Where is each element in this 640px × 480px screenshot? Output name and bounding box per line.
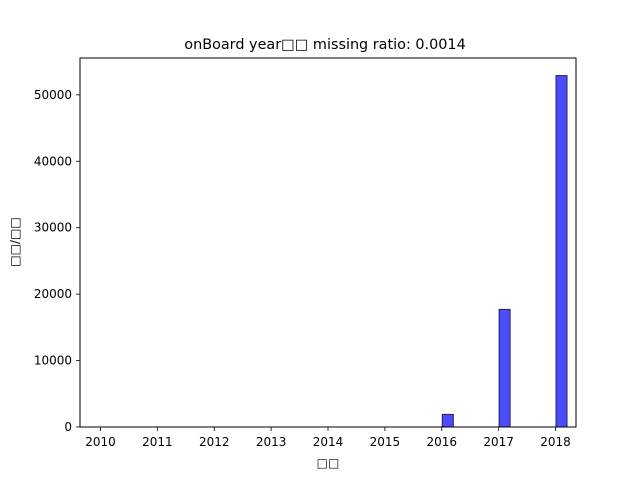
- x-tick-label: 2014: [313, 435, 344, 449]
- x-tick-label: 2012: [199, 435, 230, 449]
- y-tick-label: 30000: [34, 221, 72, 235]
- y-tick-label: 50000: [34, 88, 72, 102]
- x-tick-label: 2016: [426, 435, 457, 449]
- bar-2016: [441, 413, 454, 428]
- y-tick-label: 10000: [34, 354, 72, 368]
- bar-2018: [555, 75, 568, 428]
- x-axis: 2010 2011 2012 2013 2014 2015 2016 2017 2018: [85, 427, 571, 449]
- bars: [441, 75, 568, 428]
- y-tick-label: 40000: [34, 154, 72, 168]
- y-tick-label: 0: [64, 420, 72, 434]
- x-tick-label: 2015: [370, 435, 401, 449]
- x-tick-label: 2018: [540, 435, 571, 449]
- x-tick-label: 2013: [256, 435, 287, 449]
- x-tick-label: 2011: [142, 435, 173, 449]
- x-axis-label: □□: [317, 456, 340, 470]
- bar-2017: [498, 308, 511, 428]
- x-tick-label: 2017: [483, 435, 514, 449]
- y-tick-label: 20000: [34, 287, 72, 301]
- x-tick-label: 2010: [85, 435, 116, 449]
- chart-title: onBoard year□□ missing ratio: 0.0014: [184, 37, 465, 53]
- y-axis-label: □□/□□: [8, 217, 22, 266]
- y-axis: 0 10000 20000 30000 40000 50000: [34, 88, 80, 434]
